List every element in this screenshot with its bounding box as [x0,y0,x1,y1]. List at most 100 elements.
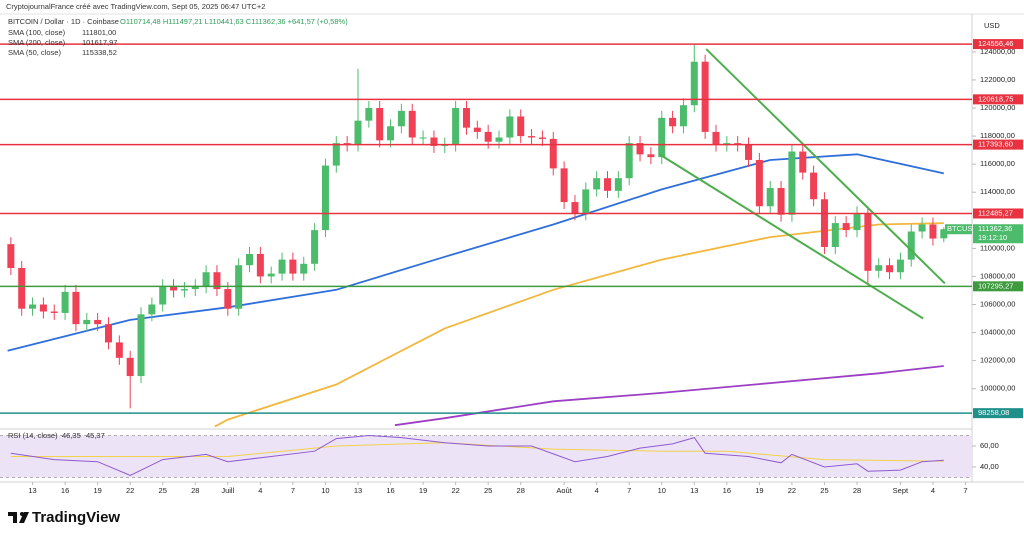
candle-body [300,263,308,274]
candle-body [853,213,861,231]
y-tick-label: 122000,00 [980,75,1015,84]
candle-body [636,143,644,155]
candle-body [180,289,188,291]
candle-body [462,108,470,128]
symbol-tag [945,224,972,235]
candle-body [365,108,373,121]
x-tick-label: 7 [291,486,295,495]
candle-body [820,199,828,247]
rsi-ma-line [10,442,944,462]
candle-body [506,116,514,138]
x-tick-label: 16 [723,486,731,495]
candle-body [213,272,221,290]
brand: TradingView [32,509,120,526]
rsi-tick-label: 40,00 [980,462,999,471]
x-tick-label: 7 [963,486,967,495]
legend-value: 101617,97 [82,38,117,47]
x-tick-label: 16 [386,486,394,495]
legend-name: SMA (50, close) [8,48,61,57]
x-tick-label: 28 [853,486,861,495]
level-label: 107295,27 [978,281,1013,290]
candle-body [191,286,199,290]
candle-body [864,213,872,271]
candle-body [517,116,525,137]
x-tick-label: Juill [221,486,234,495]
candle-body [495,137,503,142]
candle-body [39,304,47,312]
rsi-line [10,434,944,476]
candle-body [376,108,384,141]
candle-body [137,314,145,377]
credit: CryptojournalFrance créé avec TradingVie… [6,2,265,11]
candle-body [430,137,438,146]
plot [7,44,948,428]
x-tick-label: 28 [517,486,525,495]
candle-body [278,259,286,274]
x-tick-label: 13 [28,486,36,495]
legend-value: 115338,52 [82,48,117,57]
candle-body [18,268,26,309]
rsi-value: 46,35 [62,431,81,440]
candle-body [452,108,460,145]
candle-body [267,273,275,277]
candle-body [940,229,948,239]
candle-body [896,259,904,273]
candle-body [126,357,134,377]
candle-body [148,304,156,315]
level-tag [973,408,1023,419]
candle-body [647,154,655,158]
sma-line [214,222,944,428]
price-tag [973,224,1023,244]
level-tag [973,39,1023,50]
candle-body [170,286,178,291]
candle-body [582,189,590,214]
x-tick-label: 16 [61,486,69,495]
countdown-label: 19:12:10 [978,233,1007,242]
candle-body [571,202,579,214]
brand-logo [8,512,29,523]
trendline [659,153,924,320]
candle-body [625,143,633,179]
candle-body [604,178,611,191]
candle-body [788,151,796,215]
x-tick-label: 19 [419,486,427,495]
y-tick-label: 118000,00 [980,131,1015,140]
x-tick-label: 19 [93,486,101,495]
candle-body [343,143,351,145]
price-label: 111362,36 [978,224,1012,233]
x-tick-label: 13 [354,486,362,495]
candle-body [734,143,742,145]
candle-body [332,143,340,166]
y-tick-label: 104000,00 [980,328,1015,337]
y-tick-label: 110000,00 [980,243,1015,252]
candle-body [246,253,254,266]
rsi-tick-label: 60,00 [980,441,999,450]
y-tick-label: 108000,00 [980,271,1015,280]
x-tick-label: 19 [755,486,763,495]
candle-body [614,178,622,191]
candle-body [669,117,677,127]
candle-body [289,259,297,274]
currency: USD [984,21,1000,30]
candle-body [473,127,481,132]
x-tick-label: 4 [258,486,262,495]
x-tick-label: 25 [820,486,828,495]
candle-body [50,311,58,313]
candle-body [538,137,546,139]
candle-body [115,342,123,358]
trendline [705,48,946,285]
x-tick-label: 22 [788,486,796,495]
sma-line [394,365,944,427]
candle-body [7,244,15,269]
candle-body [311,230,319,264]
symbol-title: BITCOIN / Dollar · 1D · Coinbase [8,17,119,26]
x-tick-label: Août [556,486,572,495]
candle-body [875,265,883,271]
rsi-ma-value: 45,37 [86,431,105,440]
candle-body [679,105,687,127]
candle-body [94,319,102,325]
candle-body [810,172,818,200]
logo-dot [20,512,24,516]
candle-body [354,120,362,145]
candle-body [560,168,568,203]
